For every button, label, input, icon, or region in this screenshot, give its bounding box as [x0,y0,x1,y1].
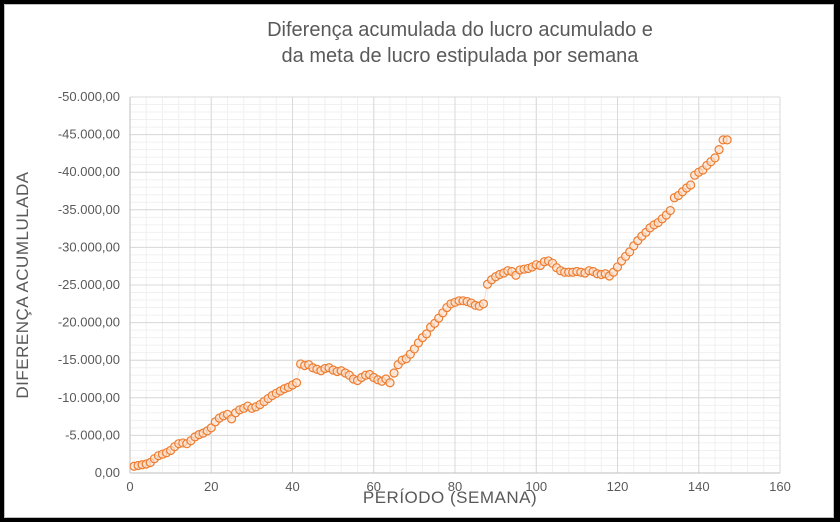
data-point [478,299,489,309]
y-tick-label: -50.000,00 [58,89,120,104]
chart-title-line-1: Diferença acumulada do lucro acumulado e [267,19,653,41]
x-tick-label: 20 [204,479,218,494]
x-tick-label: 100 [525,479,547,494]
x-tick-label: 60 [367,479,381,494]
data-point [385,378,395,388]
data-point [722,135,732,145]
x-tick-label: 40 [285,479,299,494]
y-tick-label: -10.000,00 [58,390,120,405]
y-tick-label: -15.000,00 [58,352,120,367]
data-point [710,153,720,163]
y-tick-label: -45.000,00 [58,127,120,142]
y-tick-label: -40.000,00 [58,164,120,179]
data-point [421,329,432,339]
data-point [665,205,675,216]
y-tick-label: -20.000,00 [58,315,120,330]
data-point [291,378,302,388]
x-tick-label: 160 [769,479,791,494]
x-tick-label: 120 [607,479,629,494]
data-point [686,180,696,190]
y-tick-label: -5.000,00 [65,427,120,442]
chart-frame [4,4,834,518]
x-tick-label: 80 [448,479,462,494]
chart-title-line-2: da meta de lucro estipulada por semana [281,45,639,67]
y-tick-label: -25.000,00 [58,277,120,292]
x-tick-label: 0 [126,479,133,494]
data-point [714,145,724,155]
y-tick-label: 0,00 [95,465,120,480]
y-tick-label: -35.000,00 [58,202,120,217]
data-point [389,368,399,378]
x-axis-label: PERÍODO (SEMANA) [362,488,538,507]
y-tick-label: -30.000,00 [58,239,120,254]
x-tick-label: 140 [688,479,710,494]
